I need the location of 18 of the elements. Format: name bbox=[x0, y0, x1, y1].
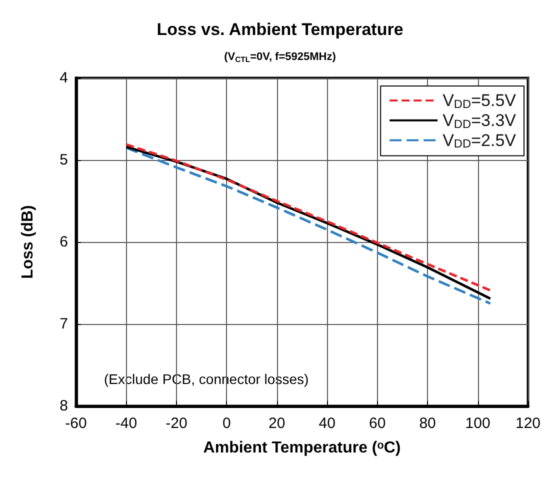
x-tick-label: -60 bbox=[65, 415, 87, 432]
y-axis-title: Loss (dB) bbox=[20, 205, 36, 279]
x-tick-label: 40 bbox=[318, 415, 336, 432]
x-tick-label: -20 bbox=[166, 415, 188, 432]
x-tick-label: 20 bbox=[268, 415, 286, 432]
x-tick-label: 0 bbox=[222, 415, 231, 432]
x-tick-label: -40 bbox=[115, 415, 138, 432]
x-tick-label: 80 bbox=[419, 415, 436, 432]
x-axis-title: Ambient Temperature (ᵒC) bbox=[203, 440, 401, 456]
x-tick-label: 100 bbox=[465, 415, 490, 432]
y-tick-label: 8 bbox=[60, 398, 68, 414]
chart-title: Loss vs. Ambient Temperature bbox=[156, 20, 404, 39]
y-tick-label: 5 bbox=[60, 152, 68, 168]
x-tick-label: 120 bbox=[515, 415, 541, 432]
y-tick-label: 6 bbox=[60, 234, 68, 250]
x-tick-label: 60 bbox=[368, 415, 386, 432]
y-tick-label: 4 bbox=[60, 70, 68, 86]
y-tick-label: 7 bbox=[60, 316, 68, 332]
